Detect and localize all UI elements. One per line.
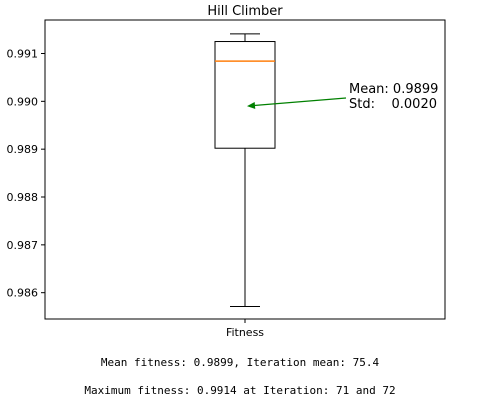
y-axis: 0.986 0.987 0.988 0.989 0.990 0.991 xyxy=(7,47,45,300)
y-tick-label: 0.986 xyxy=(7,287,39,300)
chart-title: Hill Climber xyxy=(207,4,283,19)
y-tick-label: 0.991 xyxy=(7,47,39,60)
annotation-std: Std: 0.0020 xyxy=(349,97,437,112)
annotation-mean: Mean: 0.9899 xyxy=(349,82,438,97)
x-tick-label: Fitness xyxy=(226,326,264,339)
annotation-arrow-head xyxy=(247,101,256,109)
box-group xyxy=(214,33,276,308)
box-plot-chart: Hill Climber 0.9860.9870.9880.9890.9900.… xyxy=(7,4,446,339)
caption-mean-fitness: Mean fitness: 0.9899, Iteration mean: 75… xyxy=(100,356,380,369)
y-tick-label: 0.989 xyxy=(7,143,39,156)
y-tick-label: 0.990 xyxy=(7,95,39,108)
iqr-box xyxy=(214,41,276,149)
annotation-arrow-shaft xyxy=(252,97,347,107)
x-axis: Fitness xyxy=(226,319,264,339)
y-tick-label: 0.988 xyxy=(7,191,39,204)
caption-max-fitness: Maximum fitness: 0.9914 at Iteration: 71… xyxy=(84,384,396,397)
y-tick-label: 0.987 xyxy=(7,239,39,252)
mean-std-annotation: Mean: 0.9899 Std: 0.0020 xyxy=(247,82,438,112)
